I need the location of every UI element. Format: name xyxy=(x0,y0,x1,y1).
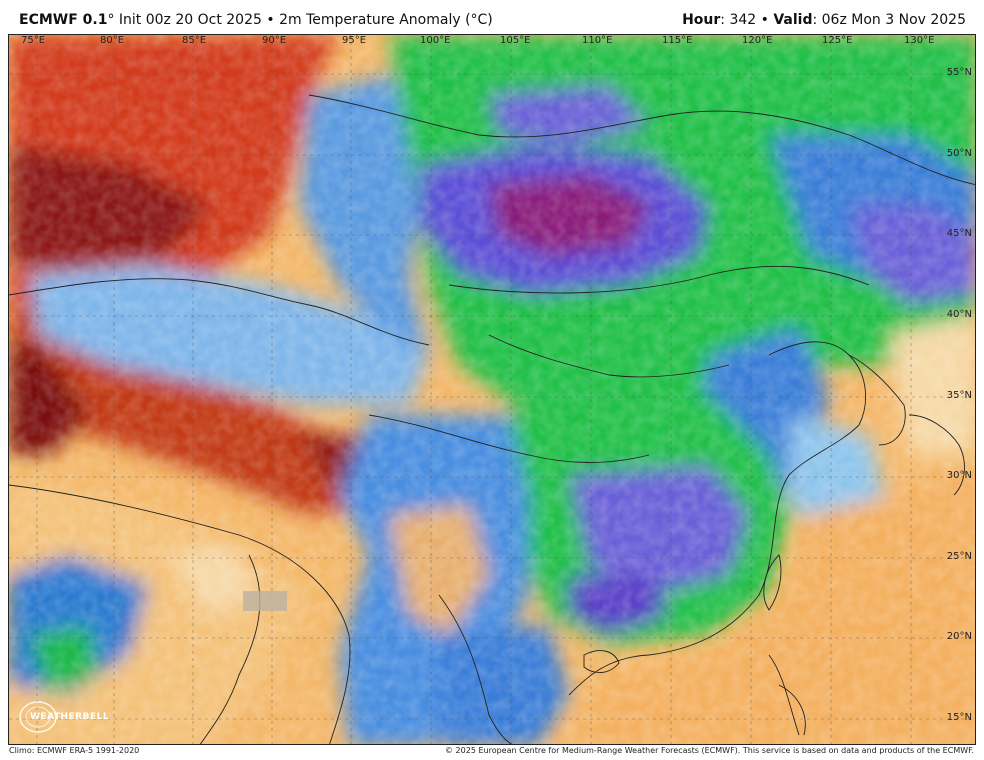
hour-value: : 342 xyxy=(720,12,757,28)
map-svg xyxy=(9,35,975,744)
blurred-marker xyxy=(243,591,287,611)
copyright-footnote: © 2025 European Centre for Medium-Range … xyxy=(445,746,974,755)
lon-label-80: 80°E xyxy=(100,35,125,46)
map-header: ECMWF 0.1° Init 00z 20 Oct 2025 • 2m Tem… xyxy=(0,0,984,34)
valid-value: : 06z Mon 3 Nov 2025 xyxy=(812,12,966,28)
init-time: Init 00z 20 Oct 2025 xyxy=(118,12,262,28)
lon-label-85: 85°E xyxy=(182,35,207,46)
lat-label-50: 50°N xyxy=(946,148,972,159)
lon-label-100: 100°E xyxy=(420,35,451,46)
map-title: ECMWF 0.1° Init 00z 20 Oct 2025 • 2m Tem… xyxy=(19,12,493,28)
lon-label-115: 115°E xyxy=(662,35,693,46)
climo-footnote: Climo: ECMWF ERA-5 1991-2020 xyxy=(9,746,140,755)
separator-bullet-2: • xyxy=(760,12,769,28)
separator-bullet: • xyxy=(266,12,275,28)
lon-label-75: 75°E xyxy=(21,35,46,46)
temperature-anomaly-map xyxy=(8,34,976,745)
lat-label-45: 45°N xyxy=(946,228,972,239)
lon-label-110: 110°E xyxy=(582,35,613,46)
logo-text: WEATHERBELL xyxy=(30,712,110,722)
model-name: ECMWF 0.1 xyxy=(19,12,108,28)
lat-label-40: 40°N xyxy=(946,309,972,320)
lon-label-95: 95°E xyxy=(342,35,367,46)
lat-label-20: 20°N xyxy=(946,631,972,642)
lon-label-120: 120°E xyxy=(742,35,773,46)
lat-label-55: 55°N xyxy=(946,67,972,78)
borders xyxy=(9,94,975,744)
lat-label-25: 25°N xyxy=(946,551,972,562)
lon-label-105: 105°E xyxy=(500,35,531,46)
weatherbell-logo-icon xyxy=(19,701,57,733)
map-valid-time: Hour: 342 • Valid: 06z Mon 3 Nov 2025 xyxy=(682,12,966,28)
field-texture xyxy=(9,35,975,744)
lat-label-30: 30°N xyxy=(946,470,972,481)
lat-label-35: 35°N xyxy=(946,390,972,401)
lat-label-15: 15°N xyxy=(946,712,972,723)
valid-label: Valid xyxy=(773,12,813,28)
lon-label-90: 90°E xyxy=(262,35,287,46)
graticule xyxy=(9,35,975,744)
degree-symbol: ° xyxy=(107,12,115,28)
lon-label-125: 125°E xyxy=(822,35,853,46)
hour-label: Hour xyxy=(682,12,721,28)
variable-name: 2m Temperature Anomaly (°C) xyxy=(279,12,493,28)
lon-label-130: 130°E xyxy=(904,35,935,46)
